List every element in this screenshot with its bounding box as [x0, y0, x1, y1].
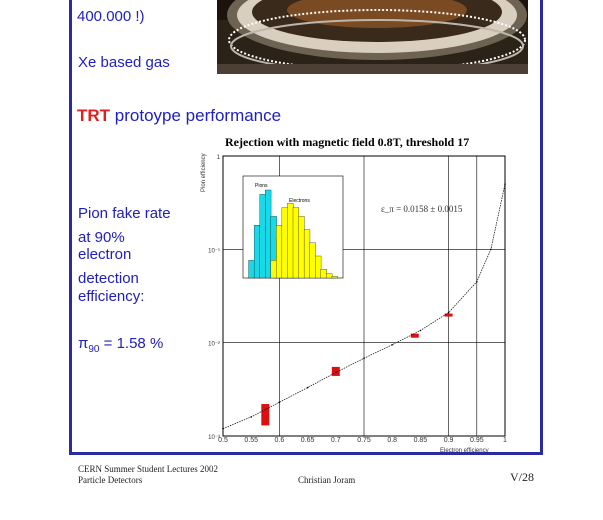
pion-bin-3 — [259, 194, 266, 279]
electron-bin-12 — [309, 242, 316, 279]
electron-bin-15 — [326, 273, 333, 279]
pion-curve — [222, 183, 506, 430]
section-title-trt: TRT — [77, 106, 111, 125]
error-box-3 — [444, 313, 453, 317]
error-box-1 — [331, 366, 340, 376]
curve-point-11 — [504, 183, 506, 185]
pion-line-2: electron — [78, 246, 132, 263]
inset-histogram: Pions Electrons — [242, 175, 344, 279]
x-tick-label-6: 0.8 — [387, 437, 397, 444]
curve-point-3 — [306, 386, 309, 389]
footer-left-line2: Particle Detectors — [78, 475, 143, 485]
curve-point-10 — [490, 248, 492, 251]
curve-point-5 — [363, 357, 365, 360]
electron-bin-10 — [298, 216, 305, 279]
section-title: TRT protoype performance — [77, 106, 281, 126]
curve-point-8 — [447, 311, 450, 314]
gas-text: Xe based gas — [78, 54, 170, 71]
footer-author: Christian Joram — [298, 475, 356, 485]
top-text-line: 400.000 !) — [77, 8, 145, 25]
curve-line — [222, 184, 506, 429]
chart-annotation: ε_π = 0.0158 ± 0.0015 — [381, 204, 463, 214]
chart-xlabel: Electron efficiency — [440, 448, 489, 454]
y-tick-label-0: 1 — [217, 155, 221, 161]
electron-bin-13 — [315, 255, 322, 279]
electron-bin-11 — [303, 229, 311, 279]
curve-point-2 — [278, 401, 281, 404]
curve-point-0 — [222, 427, 224, 430]
pion-line-1: at 90% — [78, 229, 125, 246]
inset-label-pions: Pions — [255, 183, 268, 189]
chart-ticks: 0.5 0.55 0.6 0.65 0.7 0.75 0.8 0.85 0.9 0.95 1 1 10⁻… — [208, 155, 507, 444]
electron-bin-8 — [287, 203, 294, 279]
chart-title: Rejection with magnetic field 0.8T, thre… — [225, 135, 469, 149]
page-number: V/28 — [510, 470, 534, 484]
x-tick-label-1: 0.55 — [244, 437, 258, 444]
pion-bin-4 — [265, 189, 272, 279]
curve-point-7 — [419, 329, 422, 332]
x-tick-label-3: 0.65 — [301, 437, 315, 444]
y-tick-label-3: 10⁻³ — [208, 435, 220, 441]
curve-point-4 — [335, 371, 337, 374]
error-box-0 — [261, 404, 270, 426]
footer-left: CERN Summer Student Lectures 2002 Partic… — [78, 464, 218, 486]
x-tick-label-0: 0.5 — [218, 437, 228, 444]
electron-bin-6 — [276, 225, 283, 279]
curve-point-1 — [250, 416, 252, 418]
x-tick-label-2: 0.6 — [275, 437, 285, 444]
electron-bin-14 — [320, 269, 327, 279]
y-tick-label-2: 10⁻² — [208, 342, 220, 348]
pion-bin-1 — [248, 260, 255, 279]
footer-left-line1: CERN Summer Student Lectures 2002 — [78, 464, 218, 474]
x-tick-label-9: 0.95 — [470, 437, 484, 444]
x-tick-label-7: 0.85 — [414, 437, 428, 444]
pi-value-line: π90 = 1.58 % — [78, 335, 163, 355]
pi-symbol: π — [78, 335, 89, 352]
pion-line-0: Pion fake rate — [78, 205, 171, 222]
electron-bin-16 — [331, 276, 338, 279]
electron-bin-7 — [281, 207, 288, 279]
x-tick-label-4: 0.7 — [331, 437, 341, 444]
section-title-rest: protoype performance — [114, 106, 282, 125]
x-tick-label-10: 1 — [503, 437, 507, 444]
x-tick-label-8: 0.9 — [444, 437, 454, 444]
detector-photo — [217, 0, 528, 74]
inset-label-electrons: Electrons — [289, 198, 310, 204]
x-tick-label-5: 0.75 — [357, 437, 371, 444]
pion-line-4: efficiency: — [78, 288, 145, 305]
y-tick-label-1: 10⁻¹ — [208, 248, 220, 254]
error-box-2 — [410, 333, 419, 338]
rejection-chart: Rejection with magnetic field 0.8T, thre… — [195, 132, 515, 457]
electron-bin-9 — [292, 207, 300, 279]
curve-point-6 — [391, 343, 393, 346]
electron-bin-5 — [270, 260, 277, 279]
pion-bin-2 — [253, 225, 261, 279]
pi-value: = 1.58 % — [103, 335, 164, 352]
chart-ylabel: Pion efficiency — [201, 153, 207, 192]
pion-line-3: detection — [78, 270, 139, 287]
curve-point-9 — [476, 280, 478, 283]
pi-subscript: 90 — [88, 344, 100, 355]
chart-svg: Rejection with magnetic field 0.8T, thre… — [201, 135, 507, 454]
error-boxes — [261, 313, 453, 426]
